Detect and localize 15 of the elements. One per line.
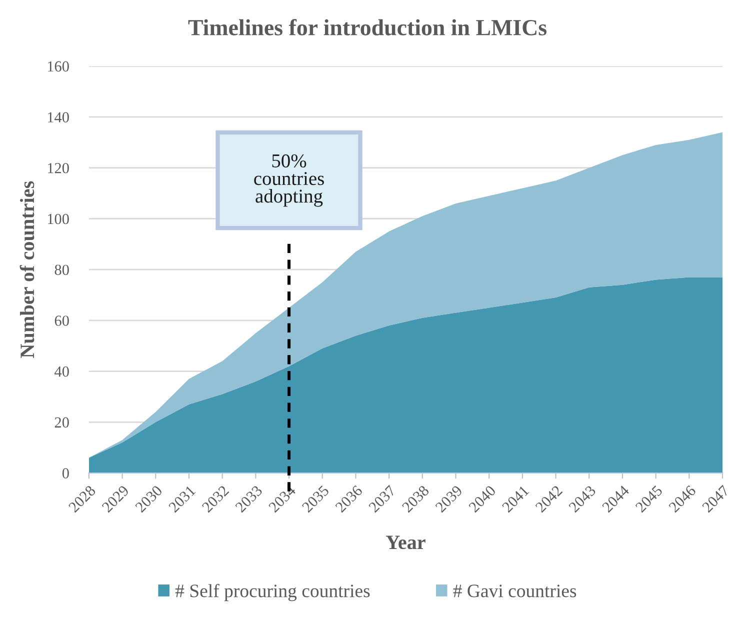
y-tick-label: 0: [62, 468, 69, 478]
legend-label: # Self procuring countries: [175, 584, 370, 602]
y-tick-label: 80: [54, 264, 69, 276]
y-axis-title: Number of countries: [20, 181, 34, 358]
y-tick-label: 40: [54, 366, 69, 377]
legend-label: # Gavi countries: [453, 584, 576, 598]
ref-line-label: 50% countries adopting: [254, 154, 324, 207]
y-tick-label: 160: [48, 61, 69, 72]
y-tick-label: 60: [54, 316, 69, 326]
x-axis-title: Year: [386, 536, 426, 550]
y-tick-label: 120: [48, 162, 69, 174]
chart-title: Timelines for introduction in LMICs: [188, 19, 546, 36]
y-tick-label: 100: [48, 214, 69, 224]
y-tick-label: 20: [54, 417, 69, 428]
y-tick-label: 140: [48, 112, 69, 122]
